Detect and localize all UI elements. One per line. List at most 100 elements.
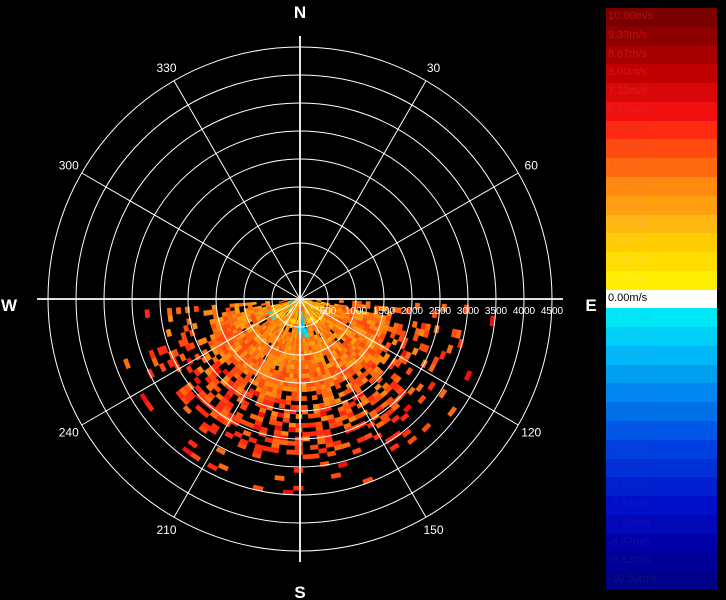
velocity-bin bbox=[233, 303, 240, 308]
velocity-bin bbox=[248, 436, 258, 444]
velocity-bin bbox=[247, 302, 253, 306]
colorbar-entry: 2.00m/s bbox=[606, 233, 717, 253]
range-tick-label: 4500 bbox=[541, 306, 564, 317]
velocity-bin bbox=[380, 357, 388, 365]
velocity-bin bbox=[166, 307, 173, 316]
velocity-bin bbox=[399, 412, 410, 422]
colorbar-entry: -2.67m/s bbox=[606, 364, 717, 384]
velocity-colorbar: 10.00m/s 9.33m/s 8.67m/s 8.00m/s 7.33m/s 6.67… bbox=[606, 8, 717, 591]
velocity-bin bbox=[300, 360, 305, 366]
colorbar-entry: 10.00m/s bbox=[606, 8, 717, 28]
colorbar-entry: 0.67m/s bbox=[606, 270, 717, 291]
azimuth-spoke bbox=[299, 298, 519, 426]
velocity-bin bbox=[217, 462, 229, 472]
velocity-bin bbox=[294, 355, 299, 361]
velocity-bin bbox=[294, 449, 303, 455]
colorbar-label: 5.33m/s bbox=[608, 141, 648, 154]
velocity-bin bbox=[237, 442, 247, 450]
velocity-bin bbox=[302, 431, 310, 437]
colorbar-label: -9.33m/s bbox=[608, 554, 651, 567]
velocity-bin bbox=[144, 309, 151, 319]
velocity-bin bbox=[282, 417, 290, 423]
velocity-bin bbox=[337, 461, 349, 469]
azimuth-label: 210 bbox=[156, 523, 176, 537]
velocity-bin bbox=[318, 447, 328, 454]
velocity-bin bbox=[276, 412, 285, 418]
colorbar-label: 6.00m/s bbox=[608, 122, 648, 135]
velocity-bin bbox=[123, 358, 131, 370]
colorbar-entry: -7.33m/s bbox=[606, 496, 717, 516]
velocity-bin bbox=[334, 383, 342, 390]
velocity-bin bbox=[260, 303, 266, 306]
colorbar-entry: 8.00m/s bbox=[606, 64, 717, 84]
velocity-bin bbox=[373, 383, 382, 392]
azimuth-labels: 30 60 120 150 210 240 300 330 bbox=[59, 61, 542, 537]
velocity-bin bbox=[197, 338, 204, 347]
velocity-bin bbox=[175, 389, 185, 400]
velocity-bin bbox=[285, 399, 292, 406]
velocity-bin bbox=[166, 358, 175, 369]
colorbar-entry: -4.67m/s bbox=[606, 421, 717, 441]
colorbar-label: -8.00m/s bbox=[608, 516, 651, 529]
azimuth-spoke bbox=[81, 298, 301, 426]
velocity-bin bbox=[183, 324, 190, 333]
velocity-bin bbox=[401, 428, 412, 438]
velocity-bin bbox=[187, 439, 199, 449]
velocity-bin bbox=[181, 446, 193, 457]
velocity-bin bbox=[387, 362, 395, 371]
compass-west: W bbox=[1, 296, 18, 315]
velocity-bin bbox=[391, 338, 399, 346]
velocity-bin bbox=[290, 404, 297, 410]
velocity-bin bbox=[302, 454, 312, 460]
colorbar-label: -7.33m/s bbox=[608, 498, 651, 511]
velocity-bin bbox=[185, 365, 194, 374]
velocity-bin bbox=[394, 359, 402, 368]
velocity-bin bbox=[288, 422, 296, 428]
velocity-bin bbox=[304, 359, 309, 366]
compass-east: E bbox=[585, 296, 596, 315]
colorbar-entry: -0.67m/s bbox=[606, 308, 717, 328]
colorbar-entry: 6.67m/s bbox=[606, 101, 717, 122]
velocity-bin bbox=[405, 367, 414, 376]
colorbar-entry: -8.00m/s bbox=[606, 514, 717, 535]
velocity-bin bbox=[301, 373, 306, 379]
velocity-bin bbox=[229, 303, 235, 308]
velocity-bin bbox=[242, 429, 252, 438]
velocity-bin bbox=[291, 386, 298, 393]
colorbar-label: 8.00m/s bbox=[608, 66, 648, 79]
colorbar-label: -2.67m/s bbox=[608, 366, 651, 379]
velocity-bin bbox=[290, 395, 297, 402]
velocity-bin bbox=[221, 311, 228, 318]
colorbar-label: 9.33m/s bbox=[608, 28, 648, 41]
velocity-bin bbox=[292, 373, 298, 379]
velocity-bin bbox=[338, 300, 344, 303]
velocity-bin bbox=[203, 310, 209, 317]
velocity-bin bbox=[264, 436, 274, 444]
velocity-bin bbox=[209, 333, 216, 341]
velocity-bin bbox=[148, 349, 156, 360]
velocity-bin bbox=[422, 344, 430, 353]
velocity-bin bbox=[238, 302, 244, 307]
azimuth-spoke bbox=[173, 80, 301, 300]
colorbar-entry: -9.33m/s bbox=[606, 552, 717, 572]
velocity-bin bbox=[300, 346, 304, 352]
velocity-bin bbox=[303, 355, 308, 361]
velocity-bin bbox=[306, 386, 312, 392]
velocity-bin bbox=[406, 435, 418, 446]
compass-south: S bbox=[294, 583, 305, 600]
ppi-chart: 500 1000 1500 2000 2500 3000 3500 4000 4500 30 60… bbox=[1, 3, 597, 600]
range-tick-label: 1500 bbox=[373, 306, 396, 317]
azimuth-label: 300 bbox=[59, 159, 79, 173]
velocity-bin bbox=[301, 396, 308, 402]
velocity-bin bbox=[287, 300, 293, 302]
velocity-bin bbox=[423, 330, 430, 339]
range-tick-labels: 500 1000 1500 2000 2500 3000 3500 4000 4500 bbox=[320, 306, 564, 317]
colorbar-label: -6.67m/s bbox=[608, 479, 651, 492]
velocity-bin bbox=[372, 432, 383, 441]
velocity-bin bbox=[365, 301, 371, 306]
velocity-bin bbox=[317, 438, 326, 445]
velocity-bin bbox=[191, 322, 198, 330]
velocity-bin bbox=[447, 406, 458, 418]
velocity-bin bbox=[180, 331, 187, 340]
velocity-bin bbox=[292, 378, 298, 384]
